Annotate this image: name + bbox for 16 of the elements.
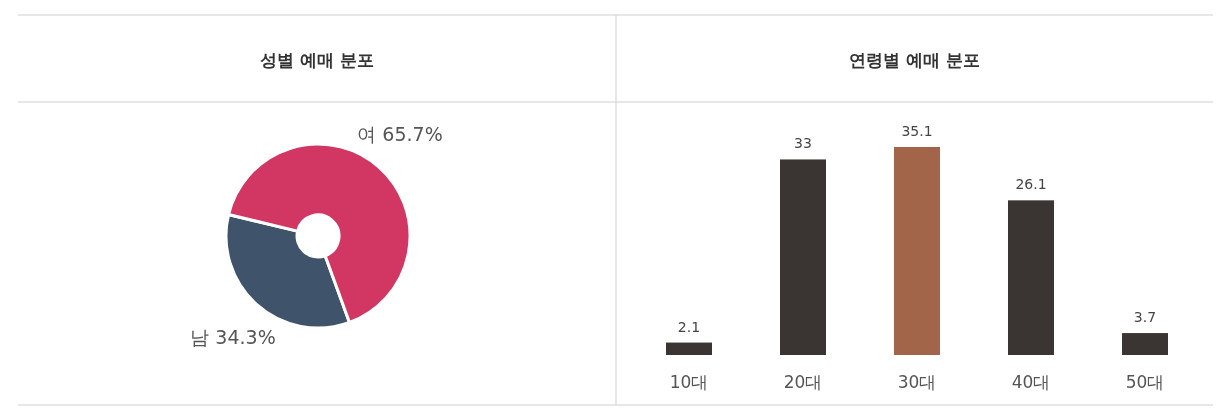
data-label: 34.3% xyxy=(215,326,276,348)
data-label: 33 xyxy=(794,135,812,152)
data-label: 35.1 xyxy=(901,123,933,139)
data-label: 26.1 xyxy=(1015,176,1047,193)
data-label: 2.1 xyxy=(677,318,701,335)
x-tick-label: 40대 xyxy=(1011,372,1051,392)
x-tick-label: 10대 xyxy=(669,372,709,392)
slice-label: 남 xyxy=(190,326,216,348)
chart-title: 연령별 예매 분포 xyxy=(849,50,980,70)
data-label: 3.7 xyxy=(1133,309,1157,326)
x-tick-label: 30대 xyxy=(897,372,937,392)
x-tick-label: 50대 xyxy=(1125,372,1165,392)
data-label: 65.7% xyxy=(382,123,443,145)
slice-label: 여 xyxy=(357,123,383,145)
x-tick-label: 20대 xyxy=(783,372,823,392)
chart-title: 성별 예매 분포 xyxy=(260,50,374,70)
